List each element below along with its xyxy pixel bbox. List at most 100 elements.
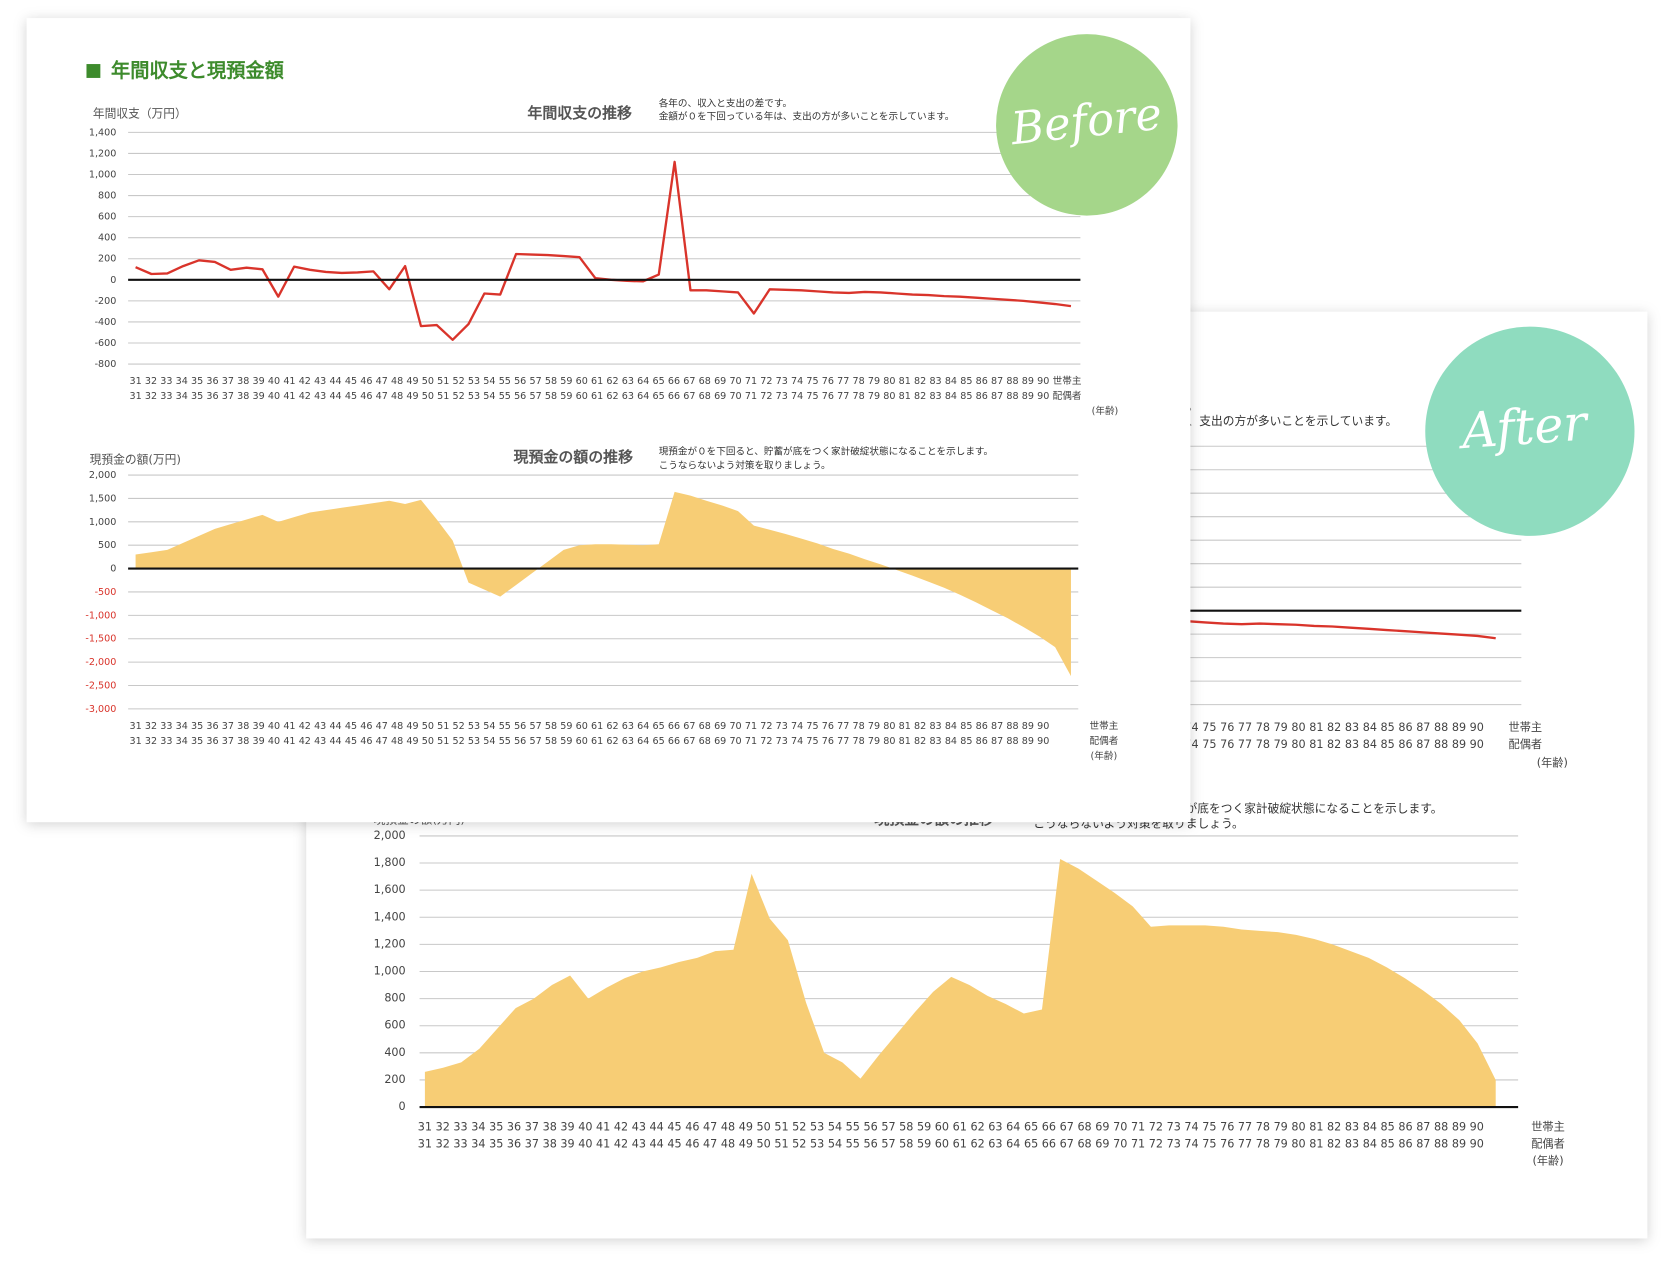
- x-tick-label: 47: [703, 1120, 717, 1133]
- x-tick-label: 68: [1077, 1120, 1091, 1133]
- x-tick-label: 88: [1006, 391, 1018, 402]
- x-tick-label: 85: [960, 391, 972, 402]
- x-tick-label: 42: [614, 1137, 628, 1150]
- x-tick-label: 72: [1149, 1120, 1163, 1133]
- x-tick-label: 71: [745, 721, 757, 732]
- x-axis-unit: (年齢): [1537, 755, 1568, 769]
- before-panel: 年間収支と現預金額 年間収支の推移 年間収支（万円） 各年の、収入と支出の差です。金…: [26, 18, 1191, 823]
- x-tick-label: 35: [191, 376, 203, 387]
- x-tick-label: 54: [483, 391, 495, 402]
- x-tick-label: 76: [1220, 721, 1234, 734]
- x-tick-label: 41: [596, 1120, 610, 1133]
- x-tick-label: 61: [591, 736, 603, 747]
- x-tick-label: 56: [514, 376, 526, 387]
- before-badge: [996, 34, 1178, 216]
- x-tick-label: 38: [237, 736, 249, 747]
- x-tick-label: 33: [160, 721, 172, 732]
- x-tick-label: 53: [468, 721, 480, 732]
- x-tick-label: 33: [160, 376, 172, 387]
- x-tick-label: 77: [837, 376, 849, 387]
- data-area: [424, 858, 1496, 1108]
- x-tick-label: 50: [422, 736, 434, 747]
- x-tick-label: 61: [953, 1137, 967, 1150]
- x-tick-label: 38: [237, 376, 249, 387]
- x-tick-label: 63: [622, 721, 634, 732]
- x-tick-label: 57: [881, 1137, 895, 1150]
- y-tick-label: 0: [399, 1100, 406, 1113]
- x-tick-label: 77: [837, 721, 849, 732]
- x-tick-label: 46: [685, 1120, 699, 1133]
- x-tick-label: 85: [1381, 1137, 1395, 1150]
- x-tick-label: 32: [436, 1120, 450, 1133]
- x-tick-label: 54: [483, 736, 495, 747]
- x-tick-label: 69: [714, 391, 726, 402]
- x-tick-label: 80: [883, 391, 895, 402]
- x-tick-label: 65: [653, 391, 665, 402]
- x-tick-label: 88: [1006, 721, 1018, 732]
- x-tick-label: 39: [560, 1137, 574, 1150]
- x-tick-label: 76: [822, 736, 834, 747]
- x-tick-label: 50: [422, 721, 434, 732]
- x-tick-label: 68: [699, 736, 711, 747]
- x-tick-label: 44: [329, 736, 341, 747]
- row-label: 配偶者: [1531, 1137, 1565, 1150]
- x-tick-label: 31: [418, 1120, 432, 1133]
- x-tick-label: 58: [545, 376, 557, 387]
- x-tick-label: 36: [507, 1137, 521, 1150]
- x-tick-label: 64: [637, 721, 649, 732]
- x-tick-label: 56: [514, 391, 526, 402]
- x-tick-label: 81: [899, 376, 911, 387]
- x-tick-label: 36: [206, 391, 218, 402]
- x-tick-label: 31: [129, 376, 141, 387]
- x-tick-label: 35: [191, 736, 203, 747]
- x-tick-label: 75: [806, 721, 818, 732]
- x-tick-label: 82: [914, 736, 926, 747]
- x-tick-label: 80: [883, 376, 895, 387]
- x-tick-label: 89: [1452, 721, 1466, 734]
- x-tick-label: 70: [1113, 1120, 1127, 1133]
- x-tick-label: 44: [329, 721, 341, 732]
- x-tick-label: 70: [1113, 1137, 1127, 1150]
- x-tick-label: 65: [1024, 1120, 1038, 1133]
- x-tick-label: 88: [1434, 1137, 1448, 1150]
- x-tick-label: 80: [1291, 738, 1305, 751]
- x-tick-label: 47: [376, 721, 388, 732]
- x-tick-label: 43: [314, 721, 326, 732]
- x-tick-label: 55: [499, 721, 511, 732]
- y-tick-label: 2,000: [374, 829, 406, 842]
- x-tick-label: 85: [1381, 721, 1395, 734]
- x-tick-label: 62: [970, 1137, 984, 1150]
- x-tick-label: 81: [899, 721, 911, 732]
- x-tick-label: 63: [622, 376, 634, 387]
- x-tick-label: 71: [1131, 1137, 1145, 1150]
- x-tick-label: 76: [822, 721, 834, 732]
- x-tick-label: 68: [699, 391, 711, 402]
- y-tick-label: 0: [110, 564, 116, 575]
- y-tick-label: 1,500: [89, 493, 116, 504]
- x-tick-label: 59: [560, 391, 572, 402]
- x-tick-label: 54: [483, 721, 495, 732]
- x-tick-label: 43: [632, 1120, 646, 1133]
- x-tick-label: 85: [960, 376, 972, 387]
- x-tick-label: 68: [699, 376, 711, 387]
- x-tick-label: 64: [1006, 1137, 1020, 1150]
- x-tick-label: 75: [1202, 738, 1216, 751]
- x-tick-label: 42: [614, 1120, 628, 1133]
- x-tick-label: 89: [1452, 1120, 1466, 1133]
- x-tick-label: 86: [1398, 738, 1412, 751]
- x-tick-label: 50: [757, 1120, 771, 1133]
- x-tick-label: 83: [1345, 721, 1359, 734]
- x-tick-label: 34: [176, 376, 188, 387]
- x-tick-label: 33: [453, 1137, 467, 1150]
- x-tick-label: 46: [360, 721, 372, 732]
- x-tick-label: 84: [1363, 738, 1377, 751]
- badge-label: After: [1456, 393, 1591, 460]
- x-tick-label: 40: [268, 391, 280, 402]
- x-tick-label: 90: [1470, 1137, 1484, 1150]
- x-tick-label: 77: [837, 391, 849, 402]
- y-tick-label: 200: [98, 254, 116, 265]
- x-axis-unit: (年齢): [1532, 1154, 1563, 1168]
- y-tick-label: -600: [95, 338, 117, 349]
- x-tick-label: 39: [253, 376, 265, 387]
- y-tick-label: 800: [384, 992, 405, 1005]
